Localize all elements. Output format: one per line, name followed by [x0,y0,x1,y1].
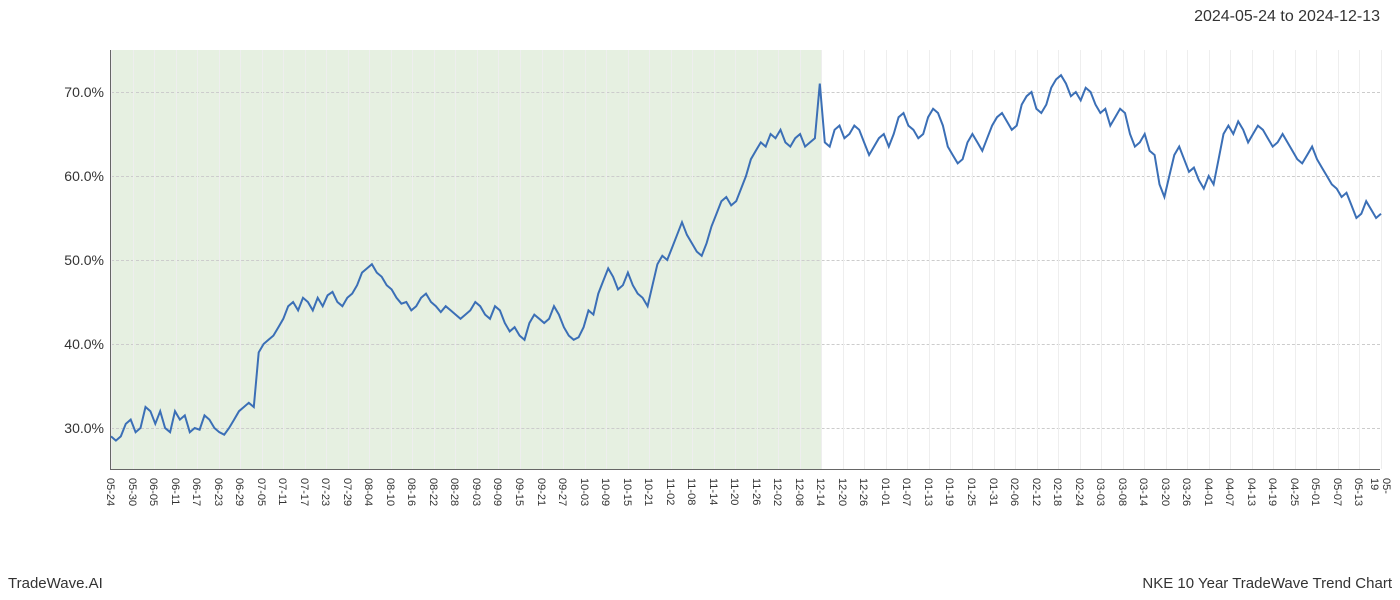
x-tick-label: 04-13 [1245,478,1257,506]
x-tick-label: 04-19 [1266,478,1278,506]
y-tick-label: 30.0% [64,420,104,436]
x-tick-label: 09-21 [535,478,547,506]
y-tick-label: 50.0% [64,252,104,268]
x-tick-label: 06-17 [190,478,202,506]
x-tick-label: 05-07 [1331,478,1343,506]
x-tick-label: 12-26 [857,478,869,506]
x-tick-label: 12-20 [836,478,848,506]
x-gridline [1381,50,1382,469]
x-tick-label: 02-06 [1008,478,1020,506]
x-tick-label: 10-09 [599,478,611,506]
x-tick-label: 11-20 [728,478,740,505]
x-tick-label: 03-20 [1159,478,1171,506]
x-tick-label: 11-26 [750,478,762,505]
x-tick-label: 05-19 [1368,478,1392,498]
y-tick-label: 60.0% [64,168,104,184]
x-tick-label: 10-03 [578,478,590,506]
x-tick-label: 02-12 [1030,478,1042,506]
x-tick-label: 01-31 [987,478,999,506]
x-tick-label: 04-25 [1288,478,1300,506]
x-tick-label: 07-23 [319,478,331,506]
x-tick-label: 10-15 [621,478,633,506]
x-tick-label: 08-04 [362,478,374,506]
x-tick-label: 07-17 [298,478,310,506]
x-tick-label: 08-22 [427,478,439,506]
x-tick-label: 03-14 [1137,478,1149,506]
x-tick-label: 09-09 [491,478,503,506]
x-tick-label: 09-27 [556,478,568,506]
x-tick-label: 09-03 [470,478,482,506]
x-tick-label: 05-30 [126,478,138,506]
x-tick-label: 02-24 [1073,478,1085,506]
x-tick-label: 05-13 [1352,478,1364,506]
x-tick-label: 03-08 [1116,478,1128,506]
x-tick-label: 08-10 [384,478,396,506]
chart-plot-area [110,50,1380,470]
date-range-label: 2024-05-24 to 2024-12-13 [1194,8,1380,26]
x-tick-label: 03-03 [1094,478,1106,506]
x-tick-label: 08-28 [448,478,460,506]
x-tick-label: 07-29 [341,478,353,506]
x-tick-label: 10-21 [642,478,654,506]
line-series-svg [111,50,1380,469]
x-tick-label: 07-05 [255,478,267,506]
x-tick-label: 01-07 [900,478,912,506]
x-tick-label: 01-25 [965,478,977,506]
x-tick-label: 08-16 [405,478,417,506]
x-tick-label: 12-14 [814,478,826,506]
x-tick-label: 03-26 [1180,478,1192,506]
x-tick-label: 05-01 [1309,478,1321,506]
brand-label: TradeWave.AI [8,575,103,592]
x-tick-label: 12-02 [771,478,783,506]
x-tick-label: 11-08 [685,478,697,505]
x-tick-label: 06-29 [233,478,245,506]
x-tick-label: 05-24 [104,478,116,506]
x-tick-label: 04-01 [1202,478,1214,506]
series-polyline [111,75,1381,440]
x-tick-label: 07-11 [276,478,288,505]
y-tick-label: 70.0% [64,84,104,100]
x-tick-label: 01-19 [943,478,955,506]
x-tick-label: 06-23 [212,478,224,506]
x-tick-label: 11-02 [664,478,676,505]
x-tick-label: 06-11 [169,478,181,505]
y-tick-label: 40.0% [64,336,104,352]
x-tick-label: 11-14 [707,478,719,505]
x-tick-label: 06-05 [147,478,159,506]
x-tick-label: 01-13 [922,478,934,506]
x-tick-label: 04-07 [1223,478,1235,506]
x-tick-label: 02-18 [1051,478,1063,506]
chart-title: NKE 10 Year TradeWave Trend Chart [1142,575,1392,592]
x-tick-label: 09-15 [513,478,525,506]
x-tick-label: 01-01 [879,478,891,506]
x-tick-label: 12-08 [793,478,805,506]
